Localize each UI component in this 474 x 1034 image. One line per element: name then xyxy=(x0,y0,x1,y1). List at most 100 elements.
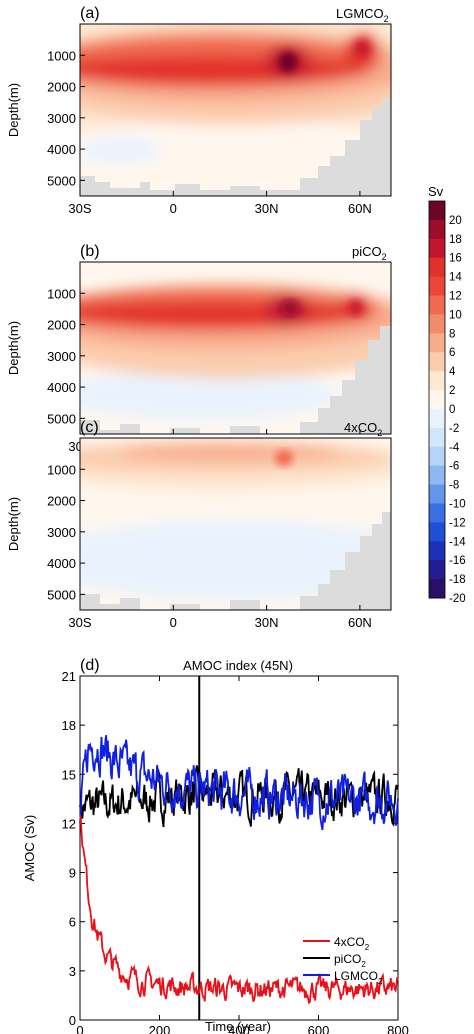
y-tick-label: 3000 xyxy=(47,525,76,540)
y-tick-label: 4000 xyxy=(47,380,76,395)
colorbar-swatch xyxy=(429,371,445,391)
colorbar-label: 0 xyxy=(449,404,455,416)
colorbar-label: 4 xyxy=(449,366,456,378)
colorbar-label: 12 xyxy=(449,291,462,303)
x-tick-label: 800 xyxy=(387,1023,409,1034)
panel-b-label: (b) xyxy=(80,243,100,260)
x-tick-label: 200 xyxy=(149,1023,171,1034)
panel-d-axes: 0 3 6 9 12 15 18 21 0 200 400 600 800 xyxy=(62,669,409,1034)
y-tick-label: 2000 xyxy=(47,494,76,509)
panel-a-yaxis: 1000 2000 3000 4000 5000 xyxy=(47,48,85,188)
x-tick-label: 30N xyxy=(255,615,279,630)
y-tick-label: 3000 xyxy=(47,349,76,364)
y-tick-label: 21 xyxy=(62,669,76,684)
series-line xyxy=(79,735,399,831)
colorbar-swatch xyxy=(429,352,445,372)
colorbar-swatches: 20181614121086420-2-4-6-8-10-12-14-16-18… xyxy=(428,200,466,605)
colorbar-swatch xyxy=(429,579,445,599)
colorbar-label: 10 xyxy=(449,309,462,321)
x-tick-label: 30S xyxy=(68,201,91,216)
colorbar-label: 16 xyxy=(449,253,462,265)
x-tick-label: 0 xyxy=(170,615,177,630)
colorbar-swatch xyxy=(429,238,445,259)
colorbar-label: -6 xyxy=(449,461,459,473)
y-tick-label: 6 xyxy=(69,915,76,930)
x-tick-label: 30S xyxy=(68,615,91,630)
series-line xyxy=(79,765,399,828)
y-tick-label: 4000 xyxy=(47,142,76,157)
colorbar-label: -4 xyxy=(449,442,460,454)
panel-c-yaxis: 1000 2000 3000 4000 5000 xyxy=(47,462,85,602)
panel-c-frame xyxy=(79,437,392,611)
colorbar-swatch xyxy=(429,427,445,448)
colorbar-swatch xyxy=(429,201,445,221)
x-tick-label: 0 xyxy=(170,201,177,216)
legend-label: piCO2 xyxy=(334,952,366,969)
panel-d-ylabel: AMOC (Sv) xyxy=(22,815,37,881)
y-tick-label: 1000 xyxy=(47,48,76,63)
colorbar-label: 20 xyxy=(449,215,462,227)
panel-c-plot xyxy=(79,437,392,611)
panel-d-title: AMOC index (45N) xyxy=(183,658,293,673)
colorbar-label: -2 xyxy=(449,423,459,435)
panel-c-label: (c) xyxy=(80,419,99,436)
colorbar-swatch xyxy=(429,503,445,523)
panel-c: (c) 4xCO2 Depth(m) 10002000300040005000 … xyxy=(6,419,392,630)
colorbar-swatch xyxy=(429,257,445,278)
colorbar-label: 6 xyxy=(449,347,455,359)
colorbar-label: 18 xyxy=(449,234,462,246)
colorbar-label: 2 xyxy=(449,385,455,397)
panel-a-plot xyxy=(79,23,392,197)
y-tick-label: 4000 xyxy=(47,556,76,571)
y-tick-label: 15 xyxy=(62,767,76,782)
panel-b-yaxis: 1000 2000 3000 4000 5000 xyxy=(47,286,85,426)
series-line xyxy=(79,814,399,1005)
colorbar-label: 8 xyxy=(449,328,455,340)
panel-b-field xyxy=(80,282,391,421)
panel-c-bathymetry xyxy=(80,512,391,610)
panel-b-title: piCO2 xyxy=(352,244,387,262)
colorbar-label: -20 xyxy=(449,593,466,605)
panel-a-field xyxy=(80,25,391,196)
colorbar-swatch xyxy=(429,295,445,315)
panel-a-ylabel: Depth(m) xyxy=(6,83,21,137)
colorbar-swatch xyxy=(429,541,445,561)
colorbar-swatch xyxy=(429,276,445,297)
panel-d-xlabel: Time (year) xyxy=(205,1019,271,1034)
colorbar-label: -18 xyxy=(449,574,466,586)
y-tick-label: 18 xyxy=(62,718,76,733)
colorbar-swatch xyxy=(429,446,445,467)
colorbar-label: -8 xyxy=(449,480,459,492)
colorbar-swatch xyxy=(429,408,445,429)
colorbar-swatch xyxy=(429,333,445,353)
colorbar-label: 14 xyxy=(449,272,462,284)
colorbar-label: -12 xyxy=(449,517,466,529)
colorbar-swatch xyxy=(429,484,445,504)
x-tick-label: 600 xyxy=(308,1023,330,1034)
colorbar: Sv 20181614121086420-2-4-6-8-10-12-14-16… xyxy=(428,184,466,605)
colorbar-label: -14 xyxy=(449,536,466,548)
colorbar-label: -16 xyxy=(449,555,466,567)
panel-d-series xyxy=(79,735,399,1005)
y-tick-label: 12 xyxy=(62,816,76,831)
colorbar-swatch xyxy=(429,314,445,334)
legend-label: 4xCO2 xyxy=(334,935,370,952)
y-tick-label: 3 xyxy=(69,964,76,979)
y-tick-label: 2000 xyxy=(47,318,76,333)
y-tick-label: 5000 xyxy=(47,587,76,602)
colorbar-swatch xyxy=(429,560,445,580)
legend-label: LGMCO2 xyxy=(334,969,383,986)
x-tick-label: 60N xyxy=(348,201,372,216)
colorbar-frame xyxy=(428,200,446,599)
y-tick-label: 5000 xyxy=(47,411,76,426)
x-tick-label: 0 xyxy=(76,1023,83,1034)
panel-a-title: LGMCO2 xyxy=(336,6,389,24)
y-tick-label: 1000 xyxy=(47,462,76,477)
panel-a-xaxis: 30S 0 30N 60N xyxy=(68,191,372,216)
panel-b-frame xyxy=(79,261,392,435)
panel-d-label: (d) xyxy=(80,657,100,674)
x-tick-label: 400 xyxy=(228,1023,250,1034)
y-tick-label: 5000 xyxy=(47,173,76,188)
panel-b-plot xyxy=(79,261,392,435)
y-tick-label: 2000 xyxy=(47,80,76,95)
